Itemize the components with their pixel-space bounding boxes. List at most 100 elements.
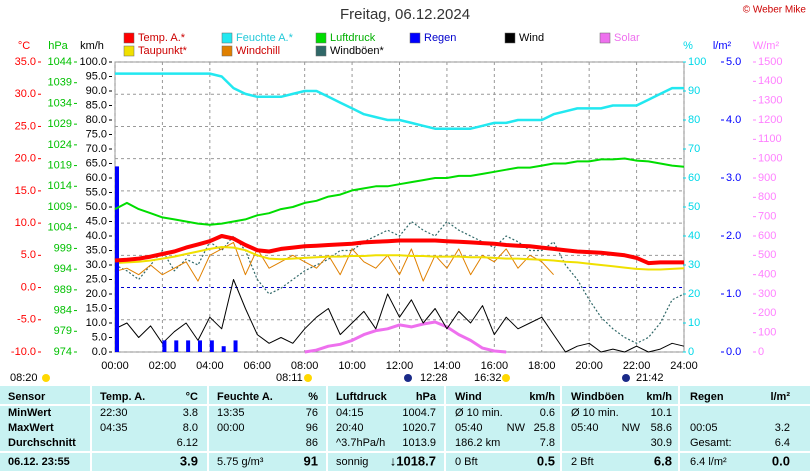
y-tick-label: 20.0 — [86, 288, 107, 300]
table-cell: 05:40 — [571, 422, 599, 434]
event-icon — [404, 374, 412, 382]
y-tick-label: 15.0 — [15, 185, 36, 197]
table-cell: MaxWert — [8, 422, 54, 434]
y-tick-label: 2.0 — [726, 230, 741, 242]
legend-label: Luftdruck — [330, 32, 376, 44]
y-tick-label: 30 — [688, 259, 700, 271]
table-cell: Ø 10 min. — [455, 407, 503, 419]
axis-title: % — [683, 40, 693, 52]
x-tick-label: 22:00 — [623, 360, 651, 372]
y-tick-label: 1009 — [48, 201, 72, 213]
y-tick-label: 600 — [758, 230, 776, 242]
y-tick-label: 1300 — [758, 95, 782, 107]
y-tick-label: 60.0 — [86, 172, 107, 184]
series-line — [114, 241, 554, 282]
y-tick-label: 40.0 — [86, 230, 107, 242]
y-tick-label: -5.0 — [17, 314, 36, 326]
table-cell: sonnig — [336, 456, 368, 468]
table-cell: MinWert — [8, 407, 52, 419]
axis-title: °C — [18, 40, 30, 52]
series-line — [115, 72, 684, 130]
y-tick-label: 5.0 — [92, 331, 107, 343]
y-tick-label: 95.0 — [86, 70, 107, 82]
y-tick-label: 15.0 — [86, 302, 107, 314]
table-cell: 3.9 — [180, 453, 198, 468]
table-cell: Gesamt: — [690, 437, 732, 449]
x-tick-label: 06:00 — [243, 360, 271, 372]
table-cell: 96 — [306, 422, 318, 434]
table-cell: 91 — [304, 453, 318, 468]
y-tick-label: 1039 — [48, 77, 72, 89]
table-cell: 76 — [306, 407, 318, 419]
y-tick-label: 10.0 — [86, 317, 107, 329]
y-tick-label: 1400 — [758, 75, 782, 87]
legend-swatch — [221, 45, 233, 57]
x-tick-label: 24:00 — [670, 360, 698, 372]
bar — [186, 340, 191, 352]
y-tick-label: 85.0 — [86, 99, 107, 111]
x-tick-label: 16:00 — [481, 360, 509, 372]
series-line — [114, 157, 685, 226]
table-cell: 13:35 — [217, 407, 245, 419]
table-header: Feuchte A. — [217, 391, 273, 403]
y-tick-label: 75.0 — [86, 128, 107, 140]
y-tick-label: 0 — [758, 346, 764, 358]
y-tick-label: 80 — [688, 114, 700, 126]
y-tick-label: 60 — [688, 172, 700, 184]
y-tick-label: 100 — [758, 327, 776, 339]
y-tick-label: 1014 — [48, 180, 72, 192]
series-line — [304, 320, 507, 354]
y-tick-label: 1019 — [48, 159, 72, 171]
table-cell: ^3.7hPa/h — [336, 437, 385, 449]
y-tick-label: 100.0 — [79, 56, 107, 68]
table-cell: 3.8 — [183, 407, 198, 419]
legend-swatch — [315, 32, 327, 44]
y-tick-label: 20 — [688, 288, 700, 300]
table-cell: 8.0 — [183, 422, 198, 434]
y-tick-label: 1024 — [48, 139, 72, 151]
y-tick-label: 30.0 — [15, 88, 36, 100]
series-line — [114, 234, 684, 266]
y-tick-label: 50 — [688, 201, 700, 213]
y-tick-label: 90.0 — [86, 85, 107, 97]
x-tick-label: 18:00 — [528, 360, 556, 372]
y-tick-label: 70.0 — [86, 143, 107, 155]
bar — [197, 340, 202, 352]
y-tick-label: 4.0 — [726, 114, 741, 126]
y-tick-label: 300 — [758, 288, 776, 300]
table-cell: 5.75 g/m³ — [217, 456, 264, 468]
y-tick-label: 1044 — [48, 56, 72, 68]
table-header: Regen — [690, 391, 724, 403]
table-cell: 04:35 — [100, 422, 128, 434]
y-tick-label: 20.0 — [15, 153, 36, 165]
x-tick-label: 04:00 — [196, 360, 224, 372]
table-cell: 1004.7 — [402, 407, 436, 419]
legend-label: Windböen* — [330, 45, 385, 57]
table-cell: 25.8 — [534, 422, 555, 434]
table-cell: 3.2 — [775, 422, 790, 434]
table-cell: 0.6 — [540, 407, 555, 419]
legend-label: Temp. A.* — [138, 32, 186, 44]
y-tick-label: 80.0 — [86, 114, 107, 126]
y-tick-label: 0.0 — [726, 346, 741, 358]
y-tick-label: 984 — [54, 304, 72, 316]
legend-swatch — [123, 45, 135, 57]
table-cell: 7.8 — [540, 437, 555, 449]
table-cell: Ø 10 min. — [571, 407, 619, 419]
y-tick-label: 3.0 — [726, 172, 741, 184]
y-tick-label: 50.0 — [86, 201, 107, 213]
bar — [174, 340, 179, 352]
y-tick-label: 35.0 — [15, 56, 36, 68]
table-header: % — [308, 391, 318, 403]
y-tick-label: 1004 — [48, 222, 72, 234]
table-cell: 06.12. 23:55 — [8, 456, 70, 468]
legend-label: Feuchte A.* — [236, 32, 294, 44]
legend-label: Taupunkt* — [138, 45, 188, 57]
table-header: Wind — [455, 391, 482, 403]
table-header: km/h — [646, 391, 672, 403]
table-header: Luftdruck — [336, 391, 388, 403]
y-tick-label: 974 — [54, 346, 72, 358]
y-tick-label: 5.0 — [726, 56, 741, 68]
axis-title: l/m² — [713, 40, 732, 52]
